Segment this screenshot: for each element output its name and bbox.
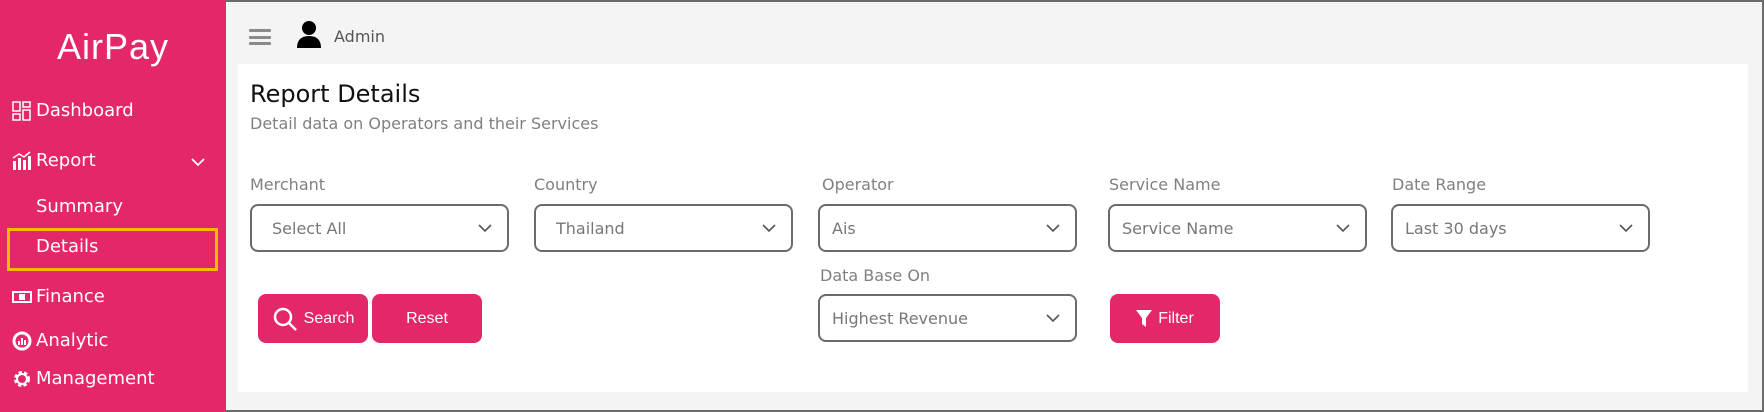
money-icon [12,290,32,303]
search-label: Search [303,309,355,327]
reset-button[interactable]: Reset [372,294,482,343]
sidebar-item-report[interactable]: Report [12,150,212,171]
operator-value: Ais [832,218,856,238]
country-select[interactable]: Thailand [534,204,793,252]
sidebar-item-label: Finance [36,286,105,307]
sidebar-item-summary[interactable]: Summary [36,196,123,217]
service-name-label: Service Name [1109,175,1221,194]
analytic-icon [12,331,32,350]
sidebar-item-label: Dashboard [36,100,134,121]
chevron-down-icon [1619,224,1633,233]
reset-label: Reset [406,309,448,327]
operator-label: Operator [822,175,894,194]
user-name[interactable]: Admin [334,27,385,46]
page-subtitle: Detail data on Operators and their Servi… [250,114,599,133]
chevron-down-icon [478,224,492,233]
hamburger-menu-icon[interactable] [249,29,271,45]
operator-select[interactable]: Ais [818,204,1077,252]
report-card: Report Details Detail data on Operators … [238,64,1748,392]
sidebar-item-management[interactable]: Management [12,368,155,389]
sidebar-item-details[interactable]: Details [36,236,99,257]
user-icon [297,21,321,48]
sidebar-item-label: Report [36,150,96,171]
service-name-select[interactable]: Service Name [1108,204,1367,252]
gear-icon [14,370,30,387]
merchant-select[interactable]: Select All [250,204,509,252]
page-title: Report Details [250,80,421,108]
search-button[interactable]: Search [258,294,368,343]
chevron-down-icon[interactable] [190,154,206,170]
filter-label: Filter [1158,309,1194,327]
sidebar-item-finance[interactable]: Finance [12,286,105,307]
service-name-value: Service Name [1122,218,1234,238]
merchant-label: Merchant [250,175,326,194]
search-icon [273,307,297,331]
chevron-down-icon [1046,224,1060,233]
active-item-highlight [7,228,218,271]
merchant-value: Select All [272,218,347,238]
chevron-down-icon [762,224,776,233]
date-range-select[interactable]: Last 30 days [1391,204,1650,252]
data-base-on-select[interactable]: Highest Revenue [818,294,1077,342]
date-range-label: Date Range [1392,175,1487,194]
top-bar [226,0,1764,64]
date-range-value: Last 30 days [1405,218,1507,238]
sidebar-item-label: Management [36,368,155,389]
sidebar-item-dashboard[interactable]: Dashboard [12,100,134,121]
chart-icon [12,150,31,170]
sidebar-item-analytic[interactable]: Analytic [12,330,108,351]
filter-icon [1136,309,1153,327]
logo: AirPay [56,26,170,67]
filter-button[interactable]: Filter [1110,294,1220,343]
data-base-on-label: Data Base On [820,266,931,285]
dashboard-icon [12,100,31,121]
sidebar: AirPay Dashboard Report Summary Details … [0,0,226,412]
data-base-on-value: Highest Revenue [832,308,968,328]
sidebar-item-label: Analytic [36,330,109,351]
country-value: Thailand [556,218,625,238]
chevron-down-icon [1336,224,1350,233]
country-label: Country [534,175,598,194]
chevron-down-icon [1046,314,1060,323]
